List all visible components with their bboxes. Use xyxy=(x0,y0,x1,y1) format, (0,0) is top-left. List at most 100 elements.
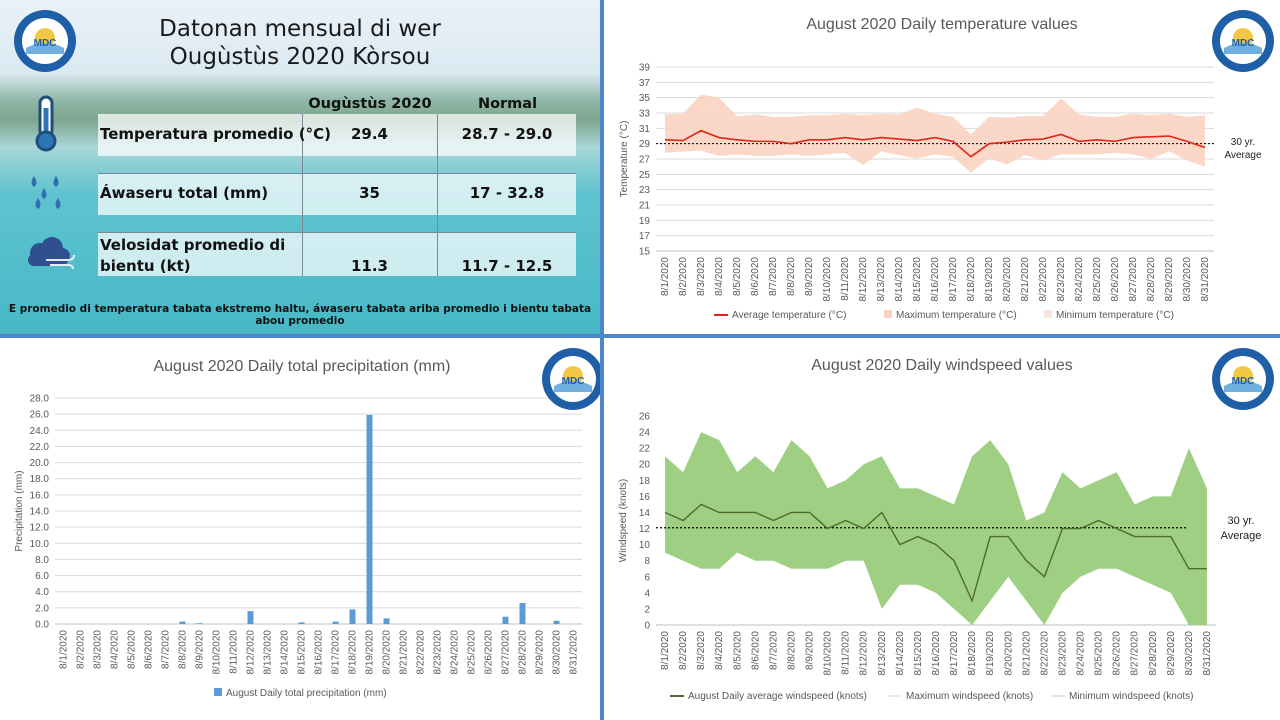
y-tick-label: 25 xyxy=(639,170,651,181)
precipitation-bar xyxy=(519,603,526,624)
y-tick-label: 26 xyxy=(639,412,651,423)
x-tick-label: 8/28/2020 xyxy=(1146,257,1157,302)
table-divider xyxy=(98,173,576,174)
windspeed-average-label: 30 yr. Average xyxy=(1206,514,1276,544)
y-tick-label: 8.0 xyxy=(35,555,49,566)
x-tick-label: 8/6/2020 xyxy=(750,257,761,296)
y-tick-label: 6 xyxy=(644,572,650,583)
x-tick-label: 8/8/2020 xyxy=(786,631,797,670)
x-tick-label: 8/5/2020 xyxy=(127,630,138,669)
x-tick-label: 8/10/2020 xyxy=(823,631,834,676)
summary-row-bg-temperature xyxy=(98,114,576,156)
x-tick-label: 8/30/2020 xyxy=(1184,631,1195,676)
precipitation-bar xyxy=(383,618,390,624)
y-tick-label: 14.0 xyxy=(30,507,50,518)
x-tick-label: 8/20/2020 xyxy=(382,630,393,675)
x-tick-label: 8/7/2020 xyxy=(768,257,779,296)
x-tick-label: 8/26/2020 xyxy=(1110,257,1121,302)
summary-note: E promedio di temperatura tabata ekstrem… xyxy=(8,303,592,327)
precipitation-current-value: 35 xyxy=(359,184,380,202)
y-tick-label: 16.0 xyxy=(30,490,50,501)
mdc-logo: MDC xyxy=(14,10,76,72)
y-tick-label: 39 xyxy=(639,63,651,74)
x-tick-label: 8/31/2020 xyxy=(1202,631,1213,676)
temperature-average-label: 30 yr. Average xyxy=(1218,136,1268,162)
y-axis-label: Temperature (°C) xyxy=(619,121,630,198)
row-label-temperature: Temperatura promedio (°C) xyxy=(100,125,331,143)
x-tick-label: 8/1/2020 xyxy=(660,257,671,296)
y-tick-label: 14 xyxy=(639,508,651,519)
thermometer-icon xyxy=(35,95,57,152)
temperature-average-label-line1: 30 yr. xyxy=(1230,137,1256,148)
y-tick-label: 23 xyxy=(639,185,651,196)
logo-text: MDC xyxy=(1232,376,1255,387)
x-tick-label: 8/15/2020 xyxy=(912,257,923,302)
x-tick-label: 8/2/2020 xyxy=(76,630,87,669)
precipitation-bar xyxy=(196,623,203,624)
x-tick-label: 8/24/2020 xyxy=(1076,631,1087,676)
x-tick-label: 8/12/2020 xyxy=(859,631,870,676)
temperature-chart: August 2020 Daily temperature values 15 17… xyxy=(619,16,1214,321)
wind-current-value: 11.3 xyxy=(350,257,388,275)
mdc-logo: MDC xyxy=(542,348,600,410)
windspeed-average-label-line2: Average xyxy=(1220,530,1262,542)
rain-drops-icon xyxy=(31,176,61,209)
precipitation-normal-value: 17 - 32.8 xyxy=(469,184,545,202)
x-tick-label: 8/31/2020 xyxy=(569,630,580,675)
x-tick-label: 8/17/2020 xyxy=(948,257,959,302)
wind-normal-value: 11.7 - 12.5 xyxy=(461,257,553,275)
precipitation-chart: August 2020 Daily total precipitation (m… xyxy=(14,358,582,699)
x-tick-label: 8/29/2020 xyxy=(535,630,546,675)
y-tick-label: 20.0 xyxy=(30,458,50,469)
y-tick-label: 10.0 xyxy=(30,539,50,550)
x-tick-label: 8/17/2020 xyxy=(949,631,960,676)
x-tick-label: 8/18/2020 xyxy=(966,257,977,302)
summary-row-bg-wind xyxy=(98,232,576,276)
precipitation-bar xyxy=(366,414,373,624)
x-tick-label: 8/26/2020 xyxy=(1112,631,1123,676)
x-tick-label: 8/18/2020 xyxy=(348,630,359,675)
x-tick-label: 8/7/2020 xyxy=(768,631,779,670)
x-tick-label: 8/26/2020 xyxy=(484,630,495,675)
x-tick-label: 8/9/2020 xyxy=(805,631,816,670)
x-tick-label: 8/1/2020 xyxy=(59,630,70,669)
legend-label: August Daily average windspeed (knots) xyxy=(688,691,867,702)
y-tick-label: 2.0 xyxy=(35,603,49,614)
precipitation-bar xyxy=(349,609,356,624)
y-tick-label: 18.0 xyxy=(30,474,50,485)
y-tick-label: 10 xyxy=(639,540,651,551)
x-tick-label: 8/28/2020 xyxy=(518,630,529,675)
x-tick-label: 8/27/2020 xyxy=(1130,631,1141,676)
x-tick-label: 8/15/2020 xyxy=(913,631,924,676)
y-tick-label: 21 xyxy=(639,201,651,212)
x-tick-label: 8/30/2020 xyxy=(552,630,563,675)
column-header-current: Ougùstùs 2020 xyxy=(308,96,432,112)
x-tick-label: 8/25/2020 xyxy=(1092,257,1103,302)
x-tick-label: 8/31/2020 xyxy=(1200,257,1211,302)
x-tick-label: 8/10/2020 xyxy=(212,630,223,675)
chart-title: August 2020 Daily total precipitation (m… xyxy=(153,358,450,375)
table-divider xyxy=(302,114,303,276)
legend-label: Average temperature (°C) xyxy=(732,310,846,321)
x-tick-label: 8/25/2020 xyxy=(1094,631,1105,676)
y-tick-label: 22 xyxy=(639,444,651,455)
temperature-average-label-line2: Average xyxy=(1224,150,1262,161)
y-tick-label: 4 xyxy=(644,588,650,599)
row-label-precipitation: Áwaseru total (mm) xyxy=(100,184,269,202)
x-tick-label: 8/21/2020 xyxy=(1021,631,1032,676)
precipitation-bar xyxy=(332,621,339,624)
y-axis-label: Windspeed (knots) xyxy=(618,479,629,562)
x-tick-label: 8/19/2020 xyxy=(984,257,995,302)
x-tick-label: 8/29/2020 xyxy=(1164,257,1175,302)
logo-text: MDC xyxy=(1232,38,1255,49)
x-tick-label: 8/22/2020 xyxy=(1038,257,1049,302)
legend-label: Minimum windspeed (knots) xyxy=(1069,691,1194,702)
x-tick-label: 8/19/2020 xyxy=(365,630,376,675)
y-axis-label: Precipitation (mm) xyxy=(14,470,25,551)
x-tick-label: 8/17/2020 xyxy=(331,630,342,675)
x-tick-label: 8/19/2020 xyxy=(985,631,996,676)
y-tick-label: 20 xyxy=(639,460,651,471)
x-tick-label: 8/16/2020 xyxy=(314,630,325,675)
y-tick-label: 12.0 xyxy=(30,523,50,534)
x-tick-label: 8/18/2020 xyxy=(967,631,978,676)
